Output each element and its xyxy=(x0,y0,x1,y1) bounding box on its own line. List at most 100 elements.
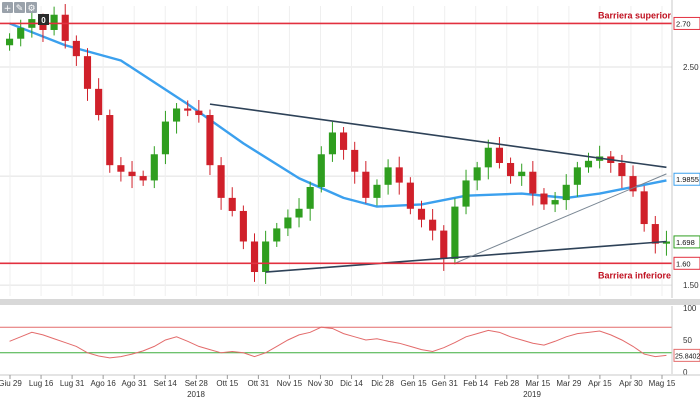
candle xyxy=(328,121,336,162)
trendline[interactable] xyxy=(454,173,667,264)
toolbar-button-bg[interactable] xyxy=(2,2,13,13)
candle xyxy=(61,4,69,49)
candle xyxy=(6,33,14,51)
candle xyxy=(462,169,470,215)
time-tick-label: Set 14 xyxy=(154,379,178,388)
candle-body xyxy=(295,208,303,218)
price-tag-box xyxy=(673,16,700,30)
candle-body xyxy=(228,197,236,211)
price-tick-label: 2.50 xyxy=(683,63,699,72)
price-tag: 1.60 xyxy=(673,256,700,270)
candle xyxy=(83,48,92,101)
candle-body xyxy=(373,184,381,198)
candle xyxy=(206,109,214,175)
candle xyxy=(72,35,80,66)
candle-body xyxy=(72,40,80,57)
candle xyxy=(273,222,281,247)
candle-body xyxy=(150,154,158,181)
candle-body xyxy=(662,241,670,244)
candle-body xyxy=(206,115,214,166)
toolbar-badge: 0 xyxy=(38,14,49,25)
candle-body xyxy=(384,167,392,185)
candle-body xyxy=(273,228,281,242)
candle-body xyxy=(462,180,470,207)
time-tick-label: Mar 15 xyxy=(525,379,550,388)
candle xyxy=(562,174,570,210)
toolbar-button-bg[interactable] xyxy=(14,2,25,13)
candle-body xyxy=(529,171,537,194)
time-tick-label: Apr 15 xyxy=(588,379,612,388)
badge-label: 0 xyxy=(41,16,46,25)
candle-body xyxy=(117,165,125,172)
candle-body xyxy=(139,176,147,181)
candle xyxy=(317,146,325,193)
candle xyxy=(406,177,414,215)
settings-button[interactable]: ⚙ xyxy=(26,2,37,14)
candle xyxy=(128,161,136,189)
candle-body xyxy=(629,176,637,192)
candle xyxy=(629,165,637,197)
candle xyxy=(551,191,559,213)
time-tick-label: Giu 29 xyxy=(0,379,22,388)
candle-body xyxy=(484,147,492,168)
price-tag-label: 1.698 xyxy=(676,238,695,247)
trendline-layer[interactable] xyxy=(209,103,667,273)
candle-body xyxy=(495,147,503,163)
candle-body xyxy=(306,186,314,209)
candle xyxy=(250,233,259,282)
candle-body xyxy=(406,182,414,209)
trendline[interactable] xyxy=(209,103,667,169)
candle-body xyxy=(417,208,426,220)
add-button[interactable]: + xyxy=(2,2,13,14)
candle-body xyxy=(518,171,526,177)
time-tick-label: Mag 15 xyxy=(649,379,676,388)
candle xyxy=(473,161,481,191)
oscillator-value-label: 25.8402 xyxy=(675,353,700,360)
toolbar-button-bg[interactable] xyxy=(26,2,37,13)
candle xyxy=(373,179,381,206)
candle xyxy=(139,170,147,186)
candle-body xyxy=(328,132,336,155)
candle-body xyxy=(351,149,359,172)
candle-body xyxy=(573,167,581,185)
candle-body xyxy=(50,14,58,30)
candle xyxy=(284,209,292,237)
candle-body xyxy=(195,110,203,116)
panel-separator[interactable] xyxy=(0,299,700,305)
toolbar: + ✎ ⚙ 0 xyxy=(2,2,49,25)
candle xyxy=(651,215,659,254)
candle xyxy=(495,137,503,169)
candle xyxy=(184,100,192,117)
candle-body xyxy=(17,27,25,39)
draw-button[interactable]: ✎ xyxy=(14,2,25,14)
oscillator-tick-label: 100 xyxy=(683,304,697,313)
price-tick-label: 1.50 xyxy=(683,281,699,290)
time-tick-label: Mar 29 xyxy=(556,379,581,388)
price-panel xyxy=(0,0,700,298)
candle xyxy=(217,157,225,210)
candle-body xyxy=(429,219,437,231)
candle xyxy=(239,205,247,250)
time-tick-label: Set 28 xyxy=(185,379,209,388)
trendline[interactable] xyxy=(265,240,667,273)
barrier-label: Barriera inferiore xyxy=(598,270,671,280)
time-tick-label: Nov 30 xyxy=(308,379,334,388)
candle xyxy=(529,161,537,206)
candle xyxy=(362,161,370,204)
candle xyxy=(484,139,492,180)
oscillator-layer: 100 50 0 25.8402 xyxy=(0,304,700,377)
price-tag-box xyxy=(673,172,700,186)
candle-body xyxy=(161,121,169,155)
time-tick-label: Feb 28 xyxy=(494,379,519,388)
candle xyxy=(262,230,270,285)
settings-icon: ⚙ xyxy=(27,4,35,14)
candle-body xyxy=(562,184,570,201)
candle-body xyxy=(451,206,459,259)
draw-icon: ✎ xyxy=(16,4,24,14)
oscillator-tick-label: 50 xyxy=(683,336,692,345)
candle xyxy=(395,156,403,195)
oscillator-tick-label: 0 xyxy=(683,368,688,377)
time-tick-label: Ott 15 xyxy=(216,379,238,388)
